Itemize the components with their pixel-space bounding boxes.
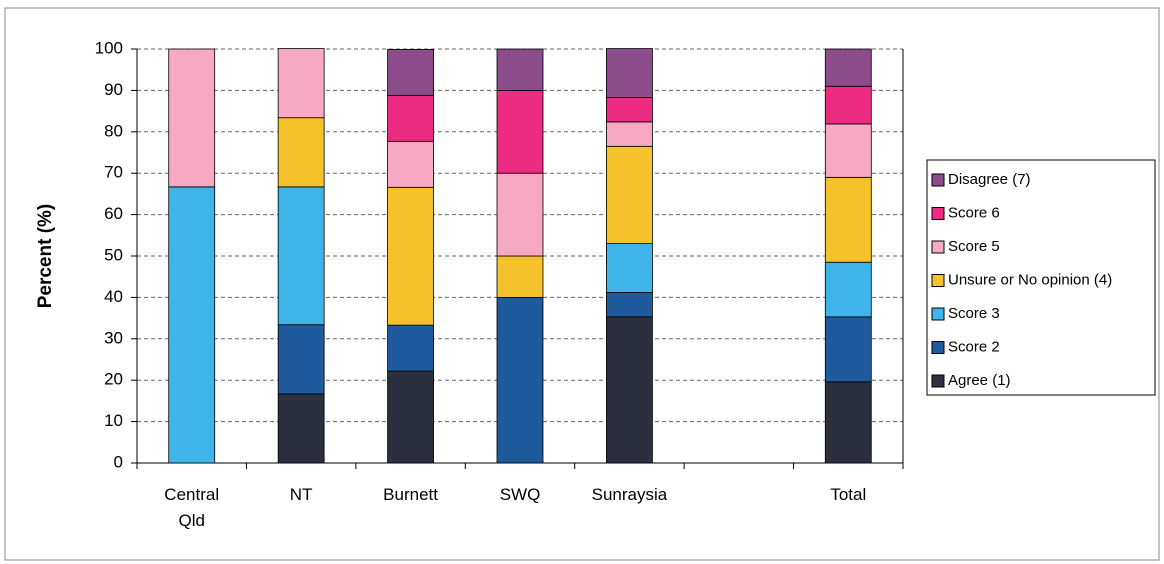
bar-segment — [824, 381, 872, 464]
legend-swatch — [931, 341, 945, 354]
bar-segment — [496, 255, 544, 298]
y-tick-label: 10 — [104, 411, 123, 430]
bar-segment — [387, 140, 434, 188]
chart-frame — [4, 7, 1160, 561]
x-tick-label: Burnett — [383, 485, 438, 504]
legend-label: Score 3 — [948, 305, 1000, 322]
legend-label: Score 6 — [948, 204, 1000, 221]
bar-segment — [387, 94, 434, 142]
bar-segment — [824, 123, 872, 178]
bar-segment — [387, 49, 434, 96]
bar-segment — [277, 186, 325, 326]
bar-segment — [387, 324, 434, 372]
bar-segment — [606, 243, 653, 293]
bar-segment — [277, 393, 325, 464]
x-tick-label: NT — [289, 485, 313, 504]
bar-segment — [606, 97, 653, 123]
bar-segment — [168, 48, 216, 188]
y-tick-label: 40 — [104, 287, 123, 306]
bar-segment — [168, 186, 216, 464]
bar-segment — [277, 117, 325, 188]
y-axis-label: Percent (%) — [35, 204, 56, 309]
bar-segment — [824, 85, 872, 125]
bar-segment — [824, 48, 872, 87]
bar-segment — [496, 296, 544, 464]
bar-segment — [606, 48, 653, 98]
y-tick-label: 50 — [104, 245, 123, 264]
legend-swatch — [931, 307, 945, 321]
y-tick-label: 60 — [104, 204, 123, 223]
x-tick-label: Central Qld — [164, 485, 220, 530]
bar-segment — [606, 145, 653, 244]
y-tick-label: 100 — [95, 38, 123, 57]
y-tick-label: 90 — [104, 80, 123, 99]
legend-swatch — [931, 274, 945, 287]
bar-segment — [387, 186, 434, 326]
legend-swatch — [931, 207, 945, 220]
bar-segment — [496, 90, 544, 174]
legend-label: Unsure or No opinion (4) — [948, 271, 1112, 288]
y-tick-label: 20 — [104, 370, 123, 389]
bar-segment — [824, 261, 872, 318]
x-tick-label: SWQ — [499, 485, 541, 504]
y-tick-label: 80 — [104, 121, 123, 140]
bar-segment — [606, 316, 653, 464]
legend-swatch — [931, 374, 945, 388]
bar-segment — [824, 316, 872, 383]
legend-swatch — [931, 173, 945, 187]
bar-segment — [496, 172, 544, 257]
bar-segment — [824, 176, 872, 263]
x-tick-label: Sunraysia — [591, 485, 668, 504]
bar-segment — [606, 292, 653, 318]
bar-segment — [496, 48, 544, 91]
bar-segment — [387, 370, 434, 464]
y-tick-label: 0 — [114, 452, 123, 471]
bar-segment — [606, 121, 653, 147]
legend-label: Disagree (7) — [948, 171, 1031, 188]
legend-swatch — [931, 240, 945, 254]
bar-segment — [277, 48, 325, 119]
legend-label: Agree (1) — [948, 372, 1011, 389]
x-tick-label: Total — [830, 485, 867, 504]
legend-label: Score 5 — [948, 238, 1000, 255]
legend-box — [926, 159, 1156, 396]
y-tick-label: 70 — [104, 163, 123, 182]
y-tick-label: 30 — [104, 328, 123, 347]
bar-segment — [277, 324, 325, 395]
legend-label: Score 2 — [948, 338, 1000, 355]
